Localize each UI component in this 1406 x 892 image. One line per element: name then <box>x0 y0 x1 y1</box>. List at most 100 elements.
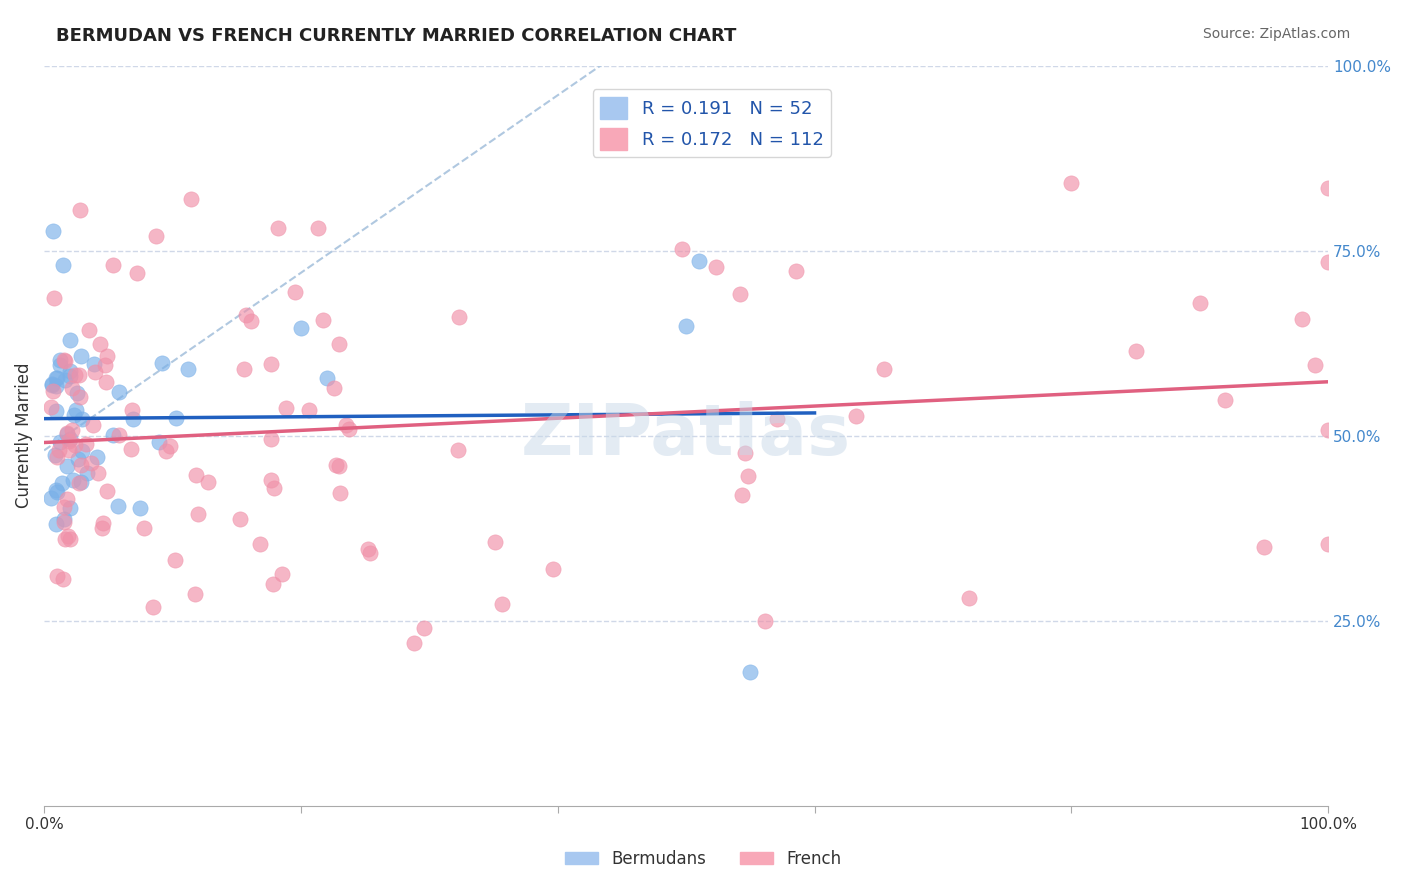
Point <box>63 438 86 452</box>
Point <box>359 546 381 560</box>
Y-axis label: Currently Married: Currently Married <box>15 363 32 508</box>
Point <box>62 473 84 487</box>
Point <box>101 428 124 442</box>
Point <box>159 439 181 453</box>
Point <box>45 379 67 393</box>
Point <box>60 424 83 438</box>
Point <box>873 362 896 376</box>
Point <box>53 373 76 387</box>
Point <box>41 378 63 392</box>
Point <box>1317 537 1340 551</box>
Point <box>69 458 91 472</box>
Point <box>70 443 93 458</box>
Text: Source: ZipAtlas.com: Source: ZipAtlas.com <box>1202 27 1350 41</box>
Point <box>239 314 262 328</box>
Point <box>541 562 564 576</box>
Point <box>1291 312 1313 326</box>
Point <box>45 403 67 417</box>
Legend: Bermudans, French: Bermudans, French <box>558 844 848 875</box>
Point <box>96 484 118 499</box>
Point <box>262 577 284 591</box>
Point <box>957 591 980 606</box>
Point <box>101 259 124 273</box>
Text: BERMUDAN VS FRENCH CURRENTLY MARRIED CORRELATION CHART: BERMUDAN VS FRENCH CURRENTLY MARRIED COR… <box>56 27 737 45</box>
Point <box>56 529 79 543</box>
Point <box>53 354 76 368</box>
Point <box>107 499 129 513</box>
Point <box>155 444 177 458</box>
Point <box>56 458 79 473</box>
Point <box>675 318 697 333</box>
Point <box>45 569 67 583</box>
Point <box>94 358 117 372</box>
Point <box>76 466 98 480</box>
Point <box>51 258 73 272</box>
Point <box>127 266 149 280</box>
Legend: R = 0.191   N = 52, R = 0.172   N = 112: R = 0.191 N = 52, R = 0.172 N = 112 <box>593 89 831 157</box>
Point <box>491 597 513 611</box>
Point <box>142 600 165 615</box>
Point <box>49 353 72 368</box>
Point <box>335 417 357 432</box>
Point <box>1317 254 1340 268</box>
Point <box>307 221 329 235</box>
Point <box>66 386 89 401</box>
Point <box>1188 295 1211 310</box>
Point <box>46 371 69 385</box>
Point <box>121 403 143 417</box>
Point <box>53 512 76 526</box>
Point <box>69 202 91 217</box>
Point <box>45 370 67 384</box>
Point <box>284 285 307 299</box>
Point <box>740 665 762 680</box>
Point <box>260 474 283 488</box>
Point <box>184 468 207 483</box>
Point <box>290 321 312 335</box>
Point <box>51 475 73 490</box>
Point <box>312 312 335 326</box>
Point <box>1060 176 1083 190</box>
Point <box>80 456 103 470</box>
Point <box>731 487 754 501</box>
Point <box>59 333 82 347</box>
Point <box>59 369 82 384</box>
Point <box>58 434 80 448</box>
Point <box>447 310 470 324</box>
Point <box>52 516 75 530</box>
Point <box>688 254 710 268</box>
Point <box>67 452 90 467</box>
Point <box>484 535 506 549</box>
Point <box>267 221 290 235</box>
Point <box>187 507 209 521</box>
Point <box>180 192 202 206</box>
Point <box>1317 423 1340 437</box>
Point <box>49 435 72 450</box>
Point <box>83 365 105 379</box>
Point <box>69 390 91 404</box>
Point <box>671 242 693 256</box>
Point <box>845 409 868 423</box>
Point <box>41 377 63 392</box>
Point <box>163 553 186 567</box>
Point <box>67 368 90 383</box>
Point <box>328 336 350 351</box>
Point <box>94 375 117 389</box>
Point <box>46 450 69 465</box>
Point <box>70 412 93 426</box>
Point <box>52 572 75 586</box>
Point <box>197 475 219 489</box>
Point <box>235 308 257 322</box>
Point <box>145 228 167 243</box>
Point <box>447 443 470 458</box>
Point <box>122 412 145 426</box>
Point <box>65 403 87 417</box>
Point <box>45 517 67 532</box>
Point <box>337 422 360 436</box>
Point <box>412 621 434 635</box>
Point <box>165 410 187 425</box>
Point <box>107 427 129 442</box>
Point <box>45 484 67 499</box>
Point <box>48 442 70 457</box>
Point <box>60 381 83 395</box>
Point <box>785 264 807 278</box>
